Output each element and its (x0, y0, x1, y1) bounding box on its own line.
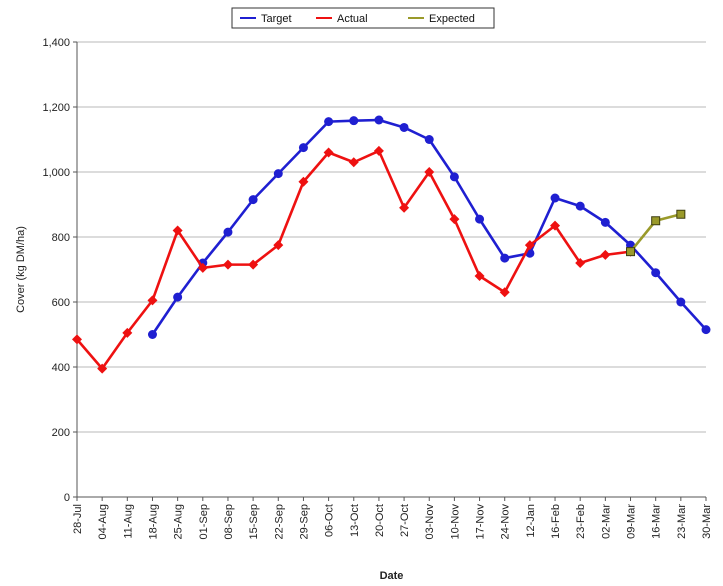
actual-point (222, 259, 233, 270)
target-point (676, 297, 686, 307)
target-point (399, 122, 409, 132)
actual-point (72, 334, 82, 345)
y-axis-title: Cover (kg DM/ha) (15, 226, 27, 313)
target-point (374, 115, 384, 125)
x-tick-label: 23-Mar (676, 504, 688, 539)
y-tick-label: 400 (52, 362, 70, 374)
target-point (475, 214, 485, 224)
y-tick-label: 200 (52, 427, 70, 439)
series-expected (626, 209, 686, 257)
grid-lines (77, 41, 706, 433)
x-tick-labels: 28-Jul 04-Aug 11-Aug 18-Aug 25-Aug 01-Sep 08-S… (72, 497, 713, 539)
x-tick-label: 22-Sep (273, 504, 285, 539)
x-tick-label: 10-Nov (449, 504, 461, 540)
x-tick-label: 11-Aug (122, 504, 134, 539)
legend-label-target: Target (261, 13, 292, 25)
actual-point (600, 249, 611, 260)
actual-point (323, 147, 334, 158)
actual-point (273, 240, 284, 251)
axes (76, 42, 706, 498)
x-tick-label: 08-Sep (223, 504, 235, 539)
x-tick-label: 28-Jul (72, 504, 84, 534)
target-point (449, 172, 459, 182)
actual-line (76, 149, 631, 370)
actual-point (550, 220, 561, 231)
legend: Target Actual Expected (231, 7, 495, 29)
expected-point (626, 247, 636, 257)
x-tick-label: 09-Mar (626, 504, 638, 539)
x-tick-label: 30-Mar (701, 504, 713, 539)
actual-point (197, 262, 208, 273)
target-point (173, 292, 183, 302)
x-tick-label: 12-Jan (525, 504, 537, 538)
target-point (550, 193, 560, 203)
actual-point (97, 363, 108, 374)
x-tick-label: 16-Feb (550, 504, 562, 539)
x-tick-label: 25-Aug (173, 504, 185, 539)
target-point (349, 116, 359, 126)
x-tick-label: 23-Feb (575, 504, 587, 539)
y-tick-label: 0 (64, 492, 70, 504)
x-tick-label: 29-Sep (298, 504, 310, 539)
y-tick-label: 1,200 (42, 102, 70, 114)
y-tick-label: 1,000 (42, 167, 70, 179)
actual-point (122, 327, 133, 338)
actual-point (424, 167, 435, 177)
legend-label-expected: Expected (429, 13, 475, 25)
target-point (651, 268, 661, 278)
target-point (600, 217, 610, 227)
expected-point (651, 216, 661, 226)
x-tick-label: 24-Nov (500, 504, 512, 540)
x-tick-label: 17-Nov (475, 504, 487, 540)
target-point (248, 195, 258, 205)
series-target (147, 115, 711, 339)
x-tick-label: 02-Mar (600, 504, 612, 539)
actual-point (248, 259, 259, 270)
actual-point (524, 240, 535, 251)
series-group (72, 115, 711, 374)
actual-point (147, 295, 158, 306)
target-point (298, 143, 308, 153)
x-tick-label: 06-Oct (324, 504, 336, 537)
actual-point (348, 157, 359, 168)
actual-point (575, 258, 586, 268)
x-tick-label: 20-Oct (374, 504, 386, 537)
target-point (324, 117, 334, 127)
x-tick-label: 03-Nov (424, 504, 436, 540)
target-point (424, 135, 434, 144)
legend-label-actual: Actual (337, 13, 368, 25)
x-tick-label: 04-Aug (97, 504, 109, 539)
series-actual (72, 145, 636, 374)
x-axis-title: Date (380, 570, 404, 582)
actual-point (172, 225, 183, 236)
expected-point (676, 209, 686, 219)
x-tick-label: 15-Sep (248, 504, 260, 539)
x-tick-label: 13-Oct (349, 504, 361, 537)
actual-point (499, 287, 510, 298)
x-tick-label: 18-Aug (147, 504, 159, 539)
target-point (273, 169, 283, 179)
x-tick-label: 16-Mar (651, 504, 663, 539)
actual-point (298, 176, 309, 187)
target-point (223, 227, 233, 237)
target-point (701, 325, 711, 335)
target-point (575, 201, 585, 211)
actual-point (474, 271, 485, 281)
y-tick-labels: 0 200 400 600 800 1,000 1,200 1,400 (42, 37, 77, 504)
x-tick-label: 01-Sep (198, 504, 210, 539)
y-tick-label: 600 (52, 297, 70, 309)
y-tick-label: 800 (52, 232, 70, 244)
legend-box (231, 7, 495, 29)
actual-point (449, 214, 460, 225)
y-tick-label: 1,400 (42, 37, 70, 49)
target-point (147, 330, 157, 339)
x-tick-label: 27-Oct (399, 504, 411, 537)
target-point (500, 253, 510, 263)
actual-point (373, 145, 384, 156)
actual-point (399, 202, 410, 213)
